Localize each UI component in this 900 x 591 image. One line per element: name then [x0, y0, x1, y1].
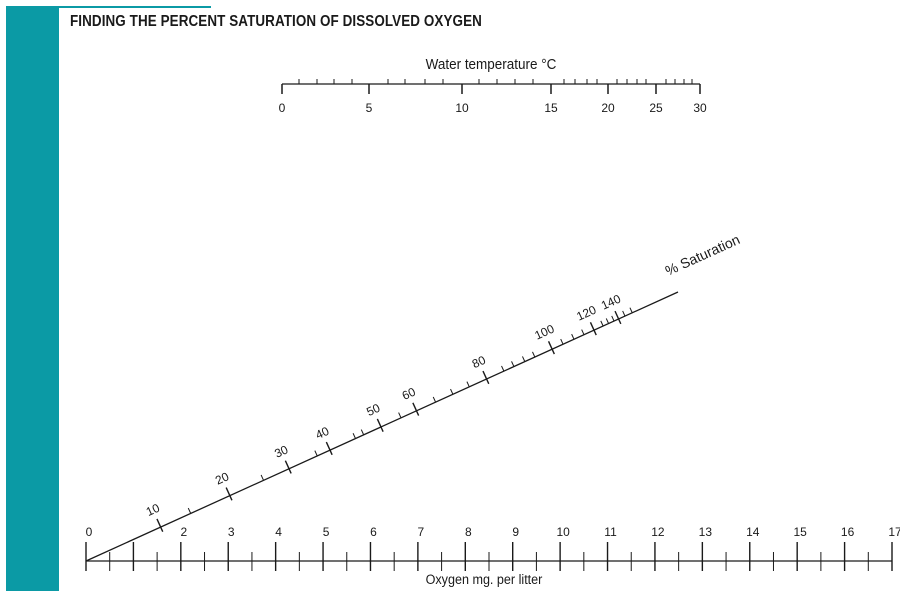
saturation-tick — [501, 365, 505, 372]
saturation-tick — [284, 460, 292, 474]
oxygen-tick-label: 10 — [556, 525, 570, 539]
saturation-tick-label: 140 — [599, 291, 623, 312]
saturation-tick — [571, 333, 575, 340]
saturation-tick — [605, 318, 610, 325]
temperature-tick-label: 30 — [693, 101, 707, 115]
oxygen-tick-label: 17 — [888, 525, 900, 539]
oxygen-tick-label: 12 — [651, 525, 665, 539]
oxygen-ticks — [85, 542, 893, 571]
saturation-tick — [589, 322, 597, 336]
oxygen-tick-label: 9 — [512, 525, 519, 539]
saturation-tick-label: 120 — [574, 303, 598, 324]
oxygen-tick-label: 4 — [275, 525, 282, 539]
oxygen-tick-label: 15 — [793, 525, 807, 539]
oxygen-tick-label: 2 — [180, 525, 187, 539]
oxygen-tick-labels: 0 2 3 4 5 6 7 8 9 10 11 12 13 14 15 16 17 — [86, 525, 900, 539]
saturation-tick — [560, 338, 564, 345]
temperature-tick-labels: 0 5 10 15 20 25 30 — [279, 101, 707, 115]
accent-side-bar — [6, 6, 59, 591]
saturation-tick — [352, 433, 357, 439]
saturation-tick-label: 100 — [532, 322, 556, 343]
temperature-tick-label: 0 — [279, 101, 286, 115]
temperature-tick-label: 20 — [601, 101, 615, 115]
temperature-tick-label: 25 — [649, 101, 663, 115]
oxygen-tick-label: 0 — [86, 525, 93, 539]
saturation-tick-label: 60 — [400, 384, 418, 402]
temperature-tick-label: 15 — [544, 101, 558, 115]
saturation-tick — [376, 418, 384, 432]
oxygen-tick-label: 13 — [699, 525, 713, 539]
saturation-tick-label: 50 — [364, 401, 382, 419]
saturation-tick — [600, 320, 604, 327]
saturation-tick — [614, 310, 622, 325]
saturation-tick — [360, 429, 365, 436]
oxygen-tick-label: 8 — [465, 525, 472, 539]
saturation-tick — [482, 370, 490, 385]
saturation-tick — [325, 441, 333, 456]
oxygen-scale: 0 2 3 4 5 6 7 8 9 10 11 12 13 14 15 16 17 Oxygen mg. per… — [85, 525, 900, 587]
saturation-tick — [450, 388, 454, 395]
temperature-ticks — [281, 79, 701, 94]
temperature-tick-label: 5 — [366, 101, 373, 115]
saturation-tick — [581, 329, 585, 336]
oxygen-tick-label: 3 — [228, 525, 235, 539]
oxygen-tick-label: 7 — [418, 525, 425, 539]
saturation-tick — [611, 315, 615, 322]
saturation-tick — [260, 474, 265, 481]
saturation-tick — [156, 518, 164, 532]
saturation-tick-label: 30 — [272, 442, 290, 460]
saturation-scale-label: % Saturation — [663, 231, 743, 279]
saturation-tick-label: 80 — [470, 353, 488, 371]
saturation-tick — [432, 396, 437, 403]
saturation-tick — [547, 341, 555, 355]
saturation-tick-label: 10 — [144, 501, 162, 519]
saturation-tick — [187, 507, 192, 514]
saturation-tick — [225, 487, 233, 501]
saturation-tick — [622, 310, 626, 317]
saturation-tick — [466, 381, 470, 388]
accent-top-rule — [59, 6, 211, 8]
saturation-tick — [398, 412, 402, 419]
oxygen-scale-label: Oxygen mg. per litter — [426, 571, 543, 587]
saturation-axis-line — [85, 291, 679, 562]
oxygen-tick-label: 11 — [604, 525, 617, 539]
figure-title: FINDING THE PERCENT SATURATION OF DISSOL… — [70, 13, 482, 30]
saturation-tick-label: 40 — [313, 424, 331, 442]
oxygen-tick-label: 5 — [323, 525, 330, 539]
saturation-tick — [511, 361, 515, 368]
saturation-ticks — [156, 307, 633, 532]
saturation-tick-label: 20 — [213, 469, 231, 487]
saturation-tick — [532, 351, 536, 358]
oxygen-tick-label: 14 — [746, 525, 760, 539]
temperature-tick-label: 10 — [455, 101, 469, 115]
temperature-scale-label: Water temperature °C — [426, 56, 557, 73]
saturation-tick — [412, 402, 420, 416]
temperature-scale: 0 5 10 15 20 25 30 Water temperature °C — [279, 56, 707, 115]
oxygen-tick-label: 6 — [370, 525, 377, 539]
saturation-tick — [314, 450, 318, 457]
saturation-tick — [522, 356, 526, 363]
oxygen-tick-label: 16 — [841, 525, 855, 539]
saturation-tick — [629, 307, 633, 314]
